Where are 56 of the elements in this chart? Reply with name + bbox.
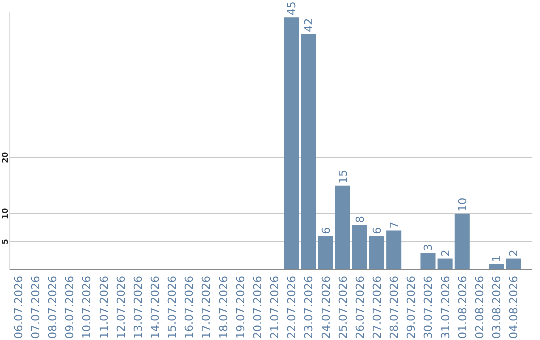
data-label: 2 <box>508 250 521 257</box>
x-tick-label: 07.07.2026 <box>29 276 42 339</box>
bar <box>352 225 368 270</box>
y-tick-label: 10 <box>1 208 10 220</box>
data-label: 45 <box>286 2 299 16</box>
x-tick-label: 09.07.2026 <box>64 276 77 339</box>
x-tick-label: 20.07.2026 <box>251 276 264 339</box>
x-tick-label: 28.07.2026 <box>388 276 402 339</box>
bar <box>335 186 350 270</box>
x-tick-label: 24.07.2026 <box>320 276 333 339</box>
x-tick-label: 19.07.2026 <box>234 276 248 339</box>
bar <box>318 236 334 270</box>
x-tick-label: 31.07.2026 <box>439 276 452 339</box>
x-tick-label: 23.07.2026 <box>302 276 316 339</box>
x-tick-label: 10.07.2026 <box>80 276 94 339</box>
x-tick-label: 17.07.2026 <box>200 276 214 339</box>
data-label: 42 <box>302 18 316 32</box>
x-tick-label: 03.08.2026 <box>490 276 504 339</box>
data-label: 15 <box>336 170 350 184</box>
x-tick-label: 12.07.2026 <box>114 276 128 339</box>
bar <box>284 18 300 270</box>
x-tick-label: 01.08.2026 <box>456 276 470 339</box>
x-tick-label: 18.07.2026 <box>217 276 230 339</box>
x-tick-label: 27.07.2026 <box>371 276 384 339</box>
data-label: 1 <box>490 255 504 262</box>
x-tick-label: 04.08.2026 <box>508 276 521 339</box>
bar <box>386 230 402 270</box>
x-tick-label: 14.07.2026 <box>148 276 162 339</box>
x-tick-label: 13.07.2026 <box>132 276 145 339</box>
x-tick-label: 29.07.2026 <box>405 276 418 339</box>
y-tick-label: 20 <box>1 152 10 164</box>
x-tick-label: 02.08.2026 <box>473 276 486 339</box>
data-label: 6 <box>371 227 384 234</box>
bar <box>420 253 436 270</box>
x-tick-label: 08.07.2026 <box>46 276 60 339</box>
x-tick-label: 21.07.2026 <box>268 276 282 339</box>
data-label: 7 <box>388 222 402 229</box>
data-label: 6 <box>320 227 333 234</box>
x-tick-label: 15.07.2026 <box>166 276 180 339</box>
y-tick-label: 5 <box>1 238 10 245</box>
data-label: 3 <box>422 244 436 252</box>
data-label: 10 <box>456 198 470 212</box>
x-tick-label: 06.07.2026 <box>12 276 26 339</box>
bar <box>301 34 316 270</box>
x-tick-label: 26.07.2026 <box>354 276 367 339</box>
bar <box>438 258 453 270</box>
bar <box>506 258 522 270</box>
x-tick-label: 16.07.2026 <box>183 276 196 339</box>
x-tick-label: 25.07.2026 <box>336 276 350 339</box>
data-label: 2 <box>439 250 452 257</box>
data-label: 8 <box>354 216 367 224</box>
x-tick-label: 22.07.2026 <box>286 276 299 339</box>
x-tick-label: 11.07.2026 <box>98 276 111 339</box>
x-tick-label: 30.07.2026 <box>422 276 436 339</box>
bar <box>369 236 385 270</box>
bar <box>454 214 470 270</box>
